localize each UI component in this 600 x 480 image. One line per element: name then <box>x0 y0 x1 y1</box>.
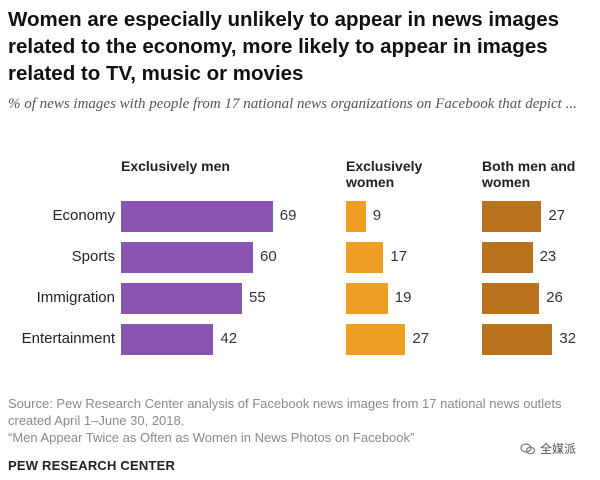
value-label-women-entertainment: 27 <box>412 330 430 347</box>
header-exclusively-women: Exclusively women <box>346 158 423 190</box>
value-label-both-immigration: 26 <box>546 289 563 306</box>
bar-both-immigration <box>482 283 540 314</box>
value-label-women-sports: 17 <box>390 248 408 265</box>
bar-women-sports <box>346 242 384 273</box>
bar-both-economy <box>482 201 542 232</box>
watermark-text: 全媒派 <box>540 442 577 456</box>
wechat-icon <box>520 442 536 454</box>
chart-subtitle: % of news images with people from 17 nat… <box>8 96 577 112</box>
source-line-2: “Men Appear Twice as Often as Women in N… <box>8 430 415 445</box>
value-label-both-economy: 27 <box>548 207 566 224</box>
bar-women-entertainment <box>346 324 406 355</box>
header-both-men-women: Both men and women <box>482 158 576 190</box>
bar-men-economy <box>121 201 273 232</box>
bar-both-entertainment <box>482 324 553 355</box>
value-label-men-entertainment: 42 <box>220 330 238 347</box>
source-note: Source: Pew Research Center analysis of … <box>8 395 593 446</box>
bar-women-economy <box>346 201 366 232</box>
watermark: 全媒派 <box>520 440 576 457</box>
bar-men-sports <box>121 242 253 273</box>
category-label-entertainment: Entertainment <box>21 330 115 347</box>
bar-men-entertainment <box>121 324 214 355</box>
bar-women-immigration <box>346 283 388 314</box>
header-exclusively-men: Exclusively men <box>121 158 230 174</box>
category-label-sports: Sports <box>71 248 115 265</box>
chart-title: Women are especially unlikely to appear … <box>8 8 560 85</box>
bar-men-immigration <box>121 283 242 314</box>
value-label-men-sports: 60 <box>260 248 277 265</box>
value-label-women-economy: 9 <box>372 207 382 224</box>
bar-both-sports <box>482 242 533 273</box>
source-line-1: Source: Pew Research Center analysis of … <box>8 396 562 428</box>
category-label-economy: Economy <box>52 207 115 224</box>
org-logo-text: PEW RESEARCH CENTER <box>8 458 176 473</box>
category-label-immigration: Immigration <box>36 289 115 306</box>
value-label-both-entertainment: 32 <box>559 330 577 347</box>
value-label-women-immigration: 19 <box>394 289 412 306</box>
value-label-men-immigration: 55 <box>249 289 266 306</box>
value-label-both-sports: 23 <box>539 248 557 265</box>
value-label-men-economy: 69 <box>279 207 297 224</box>
